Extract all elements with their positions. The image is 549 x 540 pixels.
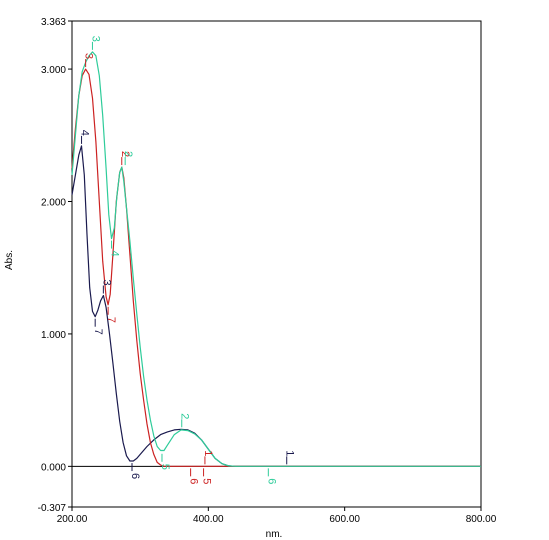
peak-label: 5 (159, 464, 171, 470)
peak-label: 4 (109, 251, 121, 257)
peak-label: 7 (92, 329, 104, 335)
peak-label: 4 (79, 130, 91, 136)
peak-label: 5 (201, 478, 213, 484)
peak-label: 2 (119, 151, 131, 157)
x-tick-label: 200.00 (57, 514, 88, 525)
axes-group (71, 20, 482, 508)
x-tick-label: 800.00 (466, 514, 497, 525)
peak-label: 3 (100, 279, 112, 285)
x-tick-label: 600.00 (329, 514, 360, 525)
y-tick-label: 3.363 (41, 17, 66, 28)
peak-label: 6 (129, 473, 141, 479)
peak-label: 6 (265, 478, 277, 484)
peak-label: 2 (179, 413, 191, 419)
peak-label: 1 (284, 450, 296, 456)
x-axis-label: nm. (266, 529, 283, 540)
series-line-3 (71, 51, 481, 467)
peak-label: 1 (202, 450, 214, 456)
peak-label: 3 (83, 53, 95, 59)
y-tick-label: 1.000 (41, 330, 66, 341)
peak-label: 7 (105, 317, 117, 323)
plot-frame (71, 20, 482, 508)
peak-label: 6 (188, 478, 200, 484)
series-group (71, 51, 481, 467)
peak-label: 3 (89, 36, 101, 42)
y-tick-label: -0.307 (38, 503, 67, 514)
y-tick-label: 2.000 (41, 197, 66, 208)
y-axis-label: Abs. (4, 250, 15, 270)
x-tick-label: 400.00 (193, 514, 224, 525)
y-tick-label: 0.000 (41, 462, 66, 473)
series-line-2 (71, 68, 481, 467)
peak-label: 2 (122, 151, 134, 157)
y-tick-label: 3.000 (41, 65, 66, 76)
